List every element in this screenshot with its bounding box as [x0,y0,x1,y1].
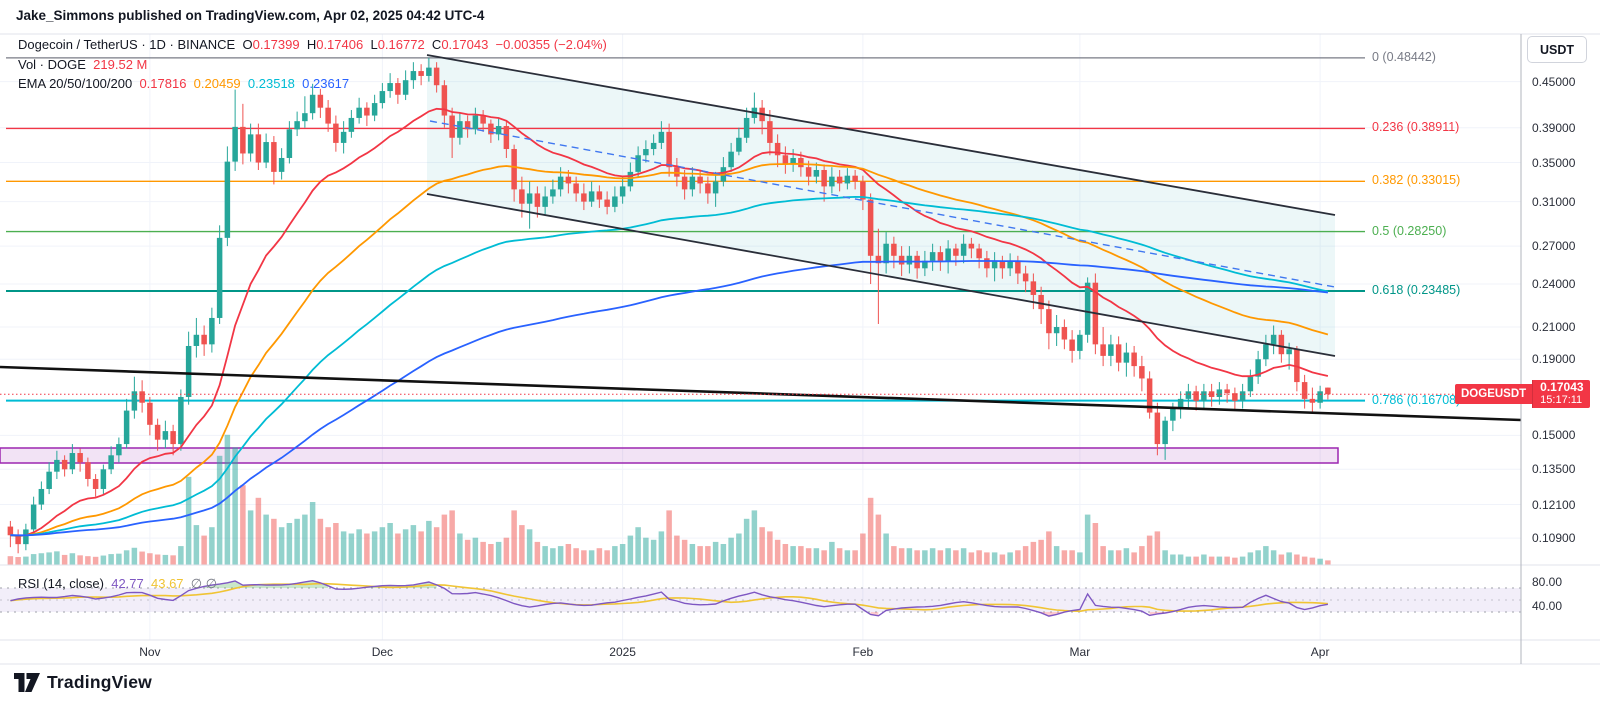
price-axis-label: 0.15000 [1532,428,1576,443]
ema-label: EMA 20/50/100/200 [18,76,133,91]
price-tag-price: 0.17043 [1540,380,1584,395]
ohlc-close-value: 0.17043 [441,37,489,52]
price-axis-label: 0.39000 [1532,120,1576,135]
time-axis-label: Dec [371,645,394,659]
price-axis-label: 0.35000 [1532,155,1576,170]
published-byline: Jake_Simmons published on TradingView.co… [16,8,485,23]
rsi-ma-value: 43.67 [151,576,184,591]
volume-value: 219.52 M [93,57,148,72]
tradingview-logo-text: TradingView [47,672,152,692]
rsi-axis-label: 40.00 [1532,599,1563,613]
price-axis-label: 0.13500 [1532,462,1576,477]
ohlc-low-value: 0.16772 [377,37,425,52]
price-axis-label: 0.45000 [1532,74,1576,89]
fib-level-label: 0.382 (0.33015) [1372,173,1461,188]
fib-level-label: 0.786 (0.16708) [1372,392,1461,407]
price-tag-symbol: DOGEUSDT [1455,384,1533,405]
time-axis-label: 2025 [609,645,636,659]
ema100-value: 0.23518 [247,76,295,91]
ohlc-open-label: O [242,37,253,52]
fib-level-label: 0 (0.48442) [1372,49,1436,64]
ohlc-low-label: L [370,37,378,52]
ema200-value: 0.23617 [302,76,350,91]
fib-level-label: 0.5 (0.28250) [1372,223,1447,238]
ohlc-close-label: C [431,37,442,52]
ohlc-high-value: 0.17406 [316,37,364,52]
ohlc-open-value: 0.17399 [252,37,300,52]
price-tag-value: 0.17043 15:17:11 [1532,380,1590,409]
tradingview-logo[interactable]: TradingView [14,672,152,693]
price-axis-label: 0.19000 [1532,352,1576,367]
price-axis-label: 0.24000 [1532,277,1576,292]
price-axis-label: 0.27000 [1532,239,1576,254]
ohlc-high-label: H [306,37,317,52]
change-value: −0.00355 (−2.04%) [495,37,607,52]
price-axis-label: 0.21000 [1532,320,1576,335]
ema-legend[interactable]: EMA 20/50/100/200 0.17816 0.20459 0.2351… [18,76,349,91]
time-axis-label: Nov [139,645,161,659]
volume-label: Vol · DOGE [18,57,86,72]
last-price-tag: DOGEUSDT 0.17043 15:17:11 [1455,380,1590,409]
price-axis-label: 0.10900 [1532,531,1576,546]
fib-level-label: 0.618 (0.23485) [1372,283,1461,298]
currency-toggle-button[interactable]: USDT [1527,36,1587,63]
price-axis-label: 0.12100 [1532,497,1576,512]
ema50-value: 0.20459 [193,76,241,91]
price-axis-label: 0.31000 [1532,194,1576,209]
rsi-axis-label: 80.00 [1532,575,1563,589]
ema20-value: 0.17816 [139,76,187,91]
time-axis-label: Feb [852,645,874,659]
rsi-value: 42.77 [111,576,144,591]
rsi-legend[interactable]: RSI (14, close) 42.77 43.67 ∅ ∅ [18,576,217,592]
fib-level-label: 0.236 (0.38911) [1372,120,1460,135]
rsi-empty-values: ∅ ∅ [190,576,218,591]
volume-legend[interactable]: Vol · DOGE 219.52 M [18,57,147,72]
time-axis-label: Mar [1069,645,1091,659]
time-axis-label: Apr [1310,645,1330,659]
symbol-legend[interactable]: Dogecoin / TetherUS · 1D · BINANCE O0.17… [18,37,607,52]
tradingview-logo-icon [14,673,40,692]
price-tag-countdown: 15:17:11 [1540,394,1583,407]
symbol-title: Dogecoin / TetherUS · 1D · BINANCE [18,37,236,52]
rsi-label: RSI (14, close) [18,576,104,591]
